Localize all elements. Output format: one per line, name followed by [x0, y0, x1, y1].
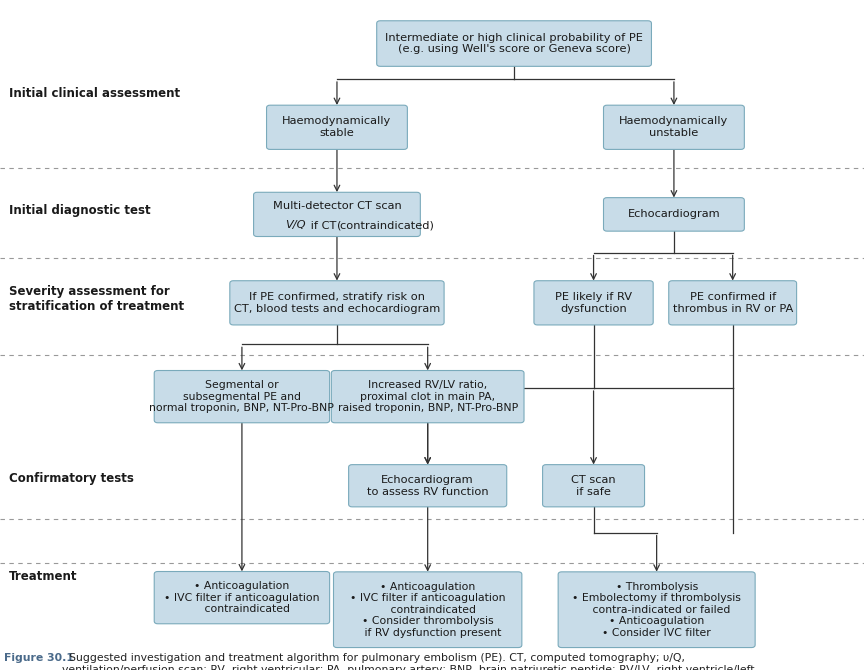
Text: Haemodynamically
stable: Haemodynamically stable — [283, 117, 391, 138]
Text: Haemodynamically
unstable: Haemodynamically unstable — [619, 117, 728, 138]
FancyBboxPatch shape — [266, 105, 408, 149]
Text: Segmental or
subsegmental PE and
normal troponin, BNP, NT-Pro-BNP: Segmental or subsegmental PE and normal … — [149, 380, 334, 413]
FancyBboxPatch shape — [377, 21, 651, 66]
Text: Multi-detector CT scan: Multi-detector CT scan — [272, 202, 402, 211]
FancyBboxPatch shape — [348, 465, 506, 507]
FancyBboxPatch shape — [603, 105, 744, 149]
FancyBboxPatch shape — [155, 572, 330, 624]
Text: • Thrombolysis
• Embolectomy if thrombolysis
   contra-indicated or failed
• Ant: • Thrombolysis • Embolectomy if thrombol… — [572, 582, 741, 638]
Text: Severity assessment for
stratification of treatment: Severity assessment for stratification o… — [9, 285, 184, 313]
Text: Initial diagnostic test: Initial diagnostic test — [9, 204, 150, 217]
FancyBboxPatch shape — [253, 192, 420, 237]
Text: If PE confirmed, stratify risk on
CT, blood tests and echocardiogram: If PE confirmed, stratify risk on CT, bl… — [234, 292, 440, 314]
Text: if CT contraindicated): if CT contraindicated) — [307, 220, 434, 230]
Text: Echocardiogram
to assess RV function: Echocardiogram to assess RV function — [367, 475, 488, 496]
Text: CT scan
if safe: CT scan if safe — [571, 475, 616, 496]
Text: Echocardiogram: Echocardiogram — [627, 210, 721, 219]
Text: Intermediate or high clinical probability of PE
(e.g. using Well's score or Gene: Intermediate or high clinical probabilit… — [385, 33, 643, 54]
Text: PE likely if RV
dysfunction: PE likely if RV dysfunction — [555, 292, 632, 314]
Text: Increased RV/LV ratio,
proximal clot in main PA,
raised troponin, BNP, NT-Pro-BN: Increased RV/LV ratio, proximal clot in … — [338, 380, 518, 413]
FancyBboxPatch shape — [534, 281, 653, 325]
FancyBboxPatch shape — [230, 281, 444, 325]
Text: V/Q: V/Q — [285, 220, 306, 230]
FancyBboxPatch shape — [543, 465, 645, 507]
Text: Suggested investigation and treatment algorithm for pulmonary embolism (PE). CT,: Suggested investigation and treatment al… — [62, 653, 755, 670]
Text: (: ( — [337, 220, 341, 230]
Text: • Anticoagulation
• IVC filter if anticoagulation
   contraindicated
• Consider : • Anticoagulation • IVC filter if antico… — [350, 582, 505, 638]
Text: • Anticoagulation
• IVC filter if anticoagulation
   contraindicated: • Anticoagulation • IVC filter if antico… — [164, 581, 320, 614]
Text: PE confirmed if
thrombus in RV or PA: PE confirmed if thrombus in RV or PA — [672, 292, 793, 314]
Text: Treatment: Treatment — [9, 570, 77, 582]
FancyBboxPatch shape — [669, 281, 797, 325]
FancyBboxPatch shape — [155, 371, 330, 423]
FancyBboxPatch shape — [334, 572, 522, 647]
Text: Initial clinical assessment: Initial clinical assessment — [9, 87, 180, 100]
FancyBboxPatch shape — [603, 198, 744, 231]
Text: Figure 30.1: Figure 30.1 — [4, 653, 74, 663]
Text: Confirmatory tests: Confirmatory tests — [9, 472, 134, 485]
FancyBboxPatch shape — [331, 371, 524, 423]
FancyBboxPatch shape — [558, 572, 755, 647]
